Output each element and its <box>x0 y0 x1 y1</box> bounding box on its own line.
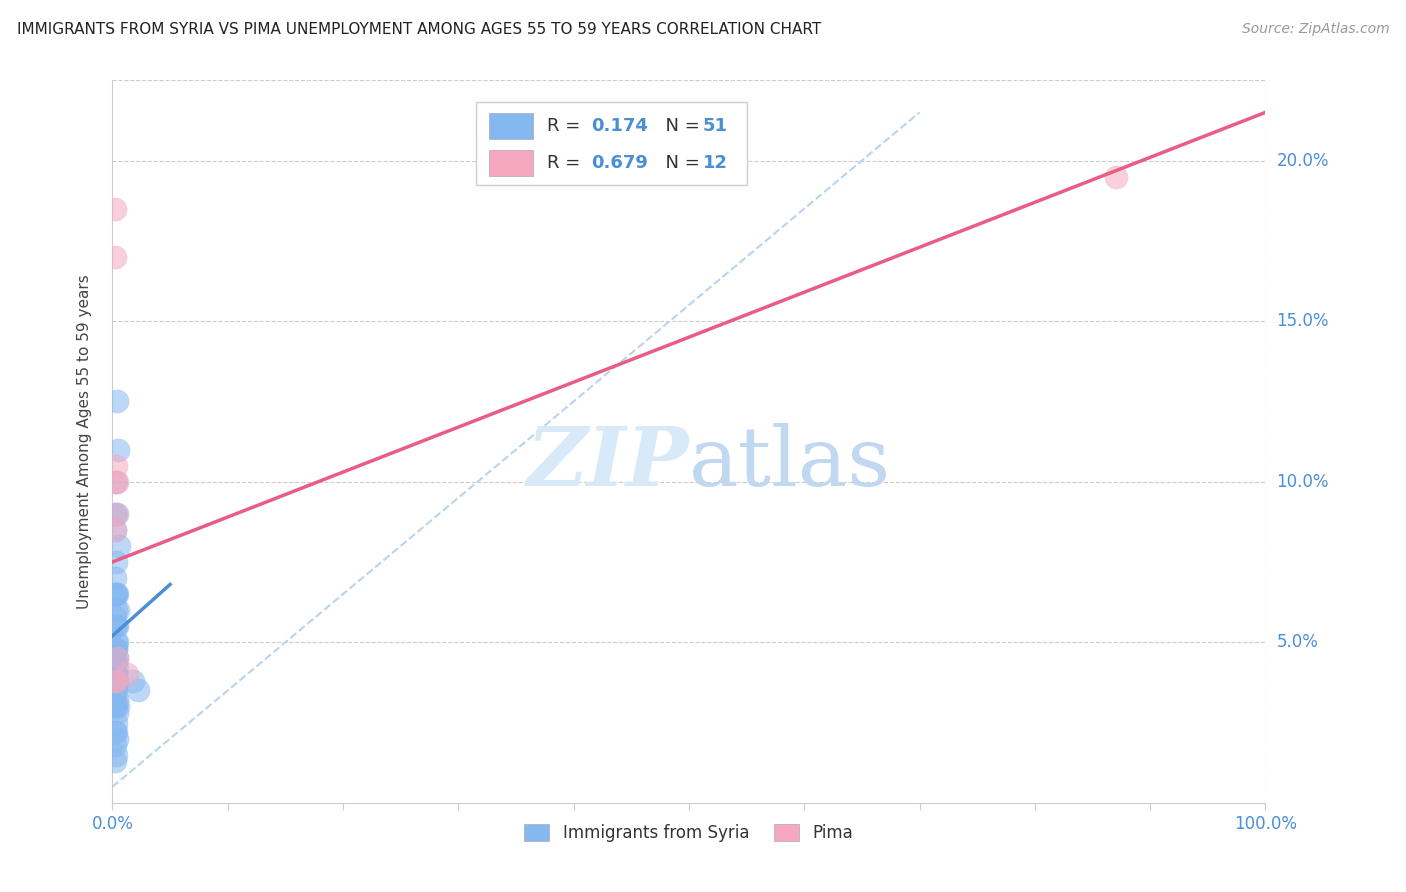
Point <box>104 475 127 489</box>
FancyBboxPatch shape <box>489 151 533 177</box>
Text: IMMIGRANTS FROM SYRIA VS PIMA UNEMPLOYMENT AMONG AGES 55 TO 59 YEARS CORRELATION: IMMIGRANTS FROM SYRIA VS PIMA UNEMPLOYME… <box>17 22 821 37</box>
Text: R =: R = <box>547 154 586 172</box>
Point <box>104 725 127 739</box>
Point <box>105 673 128 688</box>
Point <box>105 706 128 720</box>
Text: Source: ZipAtlas.com: Source: ZipAtlas.com <box>1241 22 1389 37</box>
Point <box>105 693 128 707</box>
Point <box>104 699 127 714</box>
Text: N =: N = <box>654 154 706 172</box>
Point <box>104 667 127 681</box>
Point <box>122 673 145 688</box>
Point <box>104 683 127 698</box>
Point <box>104 603 127 617</box>
Point <box>104 587 127 601</box>
Text: 0.174: 0.174 <box>591 117 648 135</box>
Point <box>104 699 127 714</box>
Point <box>104 725 127 739</box>
Point <box>104 587 127 601</box>
Point <box>104 641 127 656</box>
Point <box>105 507 128 521</box>
Point <box>104 673 127 688</box>
Point <box>105 661 128 675</box>
FancyBboxPatch shape <box>489 112 533 139</box>
Point <box>104 747 127 762</box>
Point <box>104 202 127 216</box>
Y-axis label: Unemployment Among Ages 55 to 59 years: Unemployment Among Ages 55 to 59 years <box>77 274 91 609</box>
Point <box>104 458 127 473</box>
Text: N =: N = <box>654 117 706 135</box>
Point <box>104 683 127 698</box>
Point <box>104 657 127 672</box>
Text: 0.679: 0.679 <box>591 154 648 172</box>
Point <box>117 667 139 681</box>
Text: 10.0%: 10.0% <box>1277 473 1329 491</box>
Point <box>108 539 131 553</box>
Point <box>104 715 127 730</box>
Point <box>104 609 127 624</box>
Point <box>104 738 127 752</box>
Point <box>105 635 128 649</box>
Point <box>107 442 129 457</box>
Text: 12: 12 <box>703 154 728 172</box>
Point <box>105 394 128 409</box>
Point <box>104 641 127 656</box>
Text: 51: 51 <box>703 117 728 135</box>
Point <box>104 673 127 688</box>
Point <box>104 507 127 521</box>
Point <box>107 699 129 714</box>
Text: ZIP: ZIP <box>526 423 689 503</box>
Point <box>104 651 127 665</box>
Point <box>104 690 127 704</box>
Legend: Immigrants from Syria, Pima: Immigrants from Syria, Pima <box>517 817 860 848</box>
Point <box>104 475 127 489</box>
Text: R =: R = <box>547 117 586 135</box>
Point <box>105 651 128 665</box>
Point <box>105 731 128 746</box>
Text: atlas: atlas <box>689 423 891 503</box>
Text: 20.0%: 20.0% <box>1277 152 1329 169</box>
Text: 15.0%: 15.0% <box>1277 312 1329 330</box>
Point <box>105 475 128 489</box>
Point <box>104 655 127 669</box>
Point <box>107 603 129 617</box>
Point <box>104 754 127 768</box>
Point <box>1104 169 1126 184</box>
Point <box>104 635 127 649</box>
Point <box>104 619 127 633</box>
Point <box>104 619 127 633</box>
Point <box>104 523 127 537</box>
FancyBboxPatch shape <box>475 102 747 185</box>
Point <box>104 641 127 656</box>
Point <box>105 587 128 601</box>
Text: 5.0%: 5.0% <box>1277 633 1319 651</box>
Point <box>104 673 127 688</box>
Point <box>104 571 127 585</box>
Point <box>127 683 149 698</box>
Point <box>104 667 127 681</box>
Point <box>105 651 128 665</box>
Point <box>104 555 127 569</box>
Point <box>104 507 127 521</box>
Point <box>104 250 127 264</box>
Point <box>104 587 127 601</box>
Point <box>104 523 127 537</box>
Point <box>104 667 127 681</box>
Point <box>105 619 128 633</box>
